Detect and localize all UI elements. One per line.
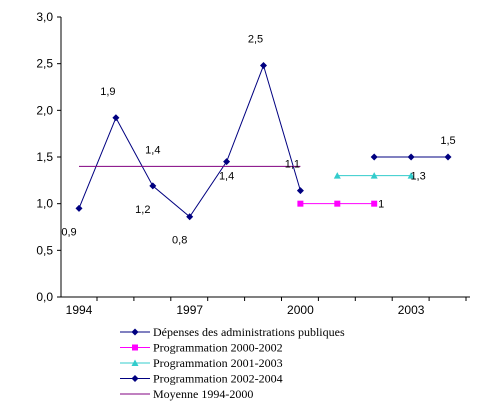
legend-label: Dépenses des administrations publiques bbox=[153, 325, 345, 339]
x-tick-label: 1997 bbox=[176, 303, 203, 317]
data-label: 1,9 bbox=[100, 86, 115, 98]
data-point bbox=[407, 153, 415, 161]
data-point bbox=[223, 158, 231, 166]
legend-label: Programmation 2002-2004 bbox=[153, 372, 283, 386]
data-label: 1,4 bbox=[145, 144, 160, 156]
data-label: 1,2 bbox=[135, 204, 150, 216]
x-tick-label: 1994 bbox=[66, 303, 93, 317]
y-tick-label: 3,0 bbox=[36, 10, 53, 24]
legend-marker bbox=[132, 344, 138, 351]
data-point bbox=[370, 153, 378, 161]
data-point bbox=[371, 200, 378, 207]
data-point bbox=[333, 172, 341, 179]
data-point bbox=[112, 114, 120, 122]
y-tick-label: 1,5 bbox=[36, 150, 53, 164]
y-tick-label: 2,0 bbox=[36, 103, 53, 117]
x-tick-label: 2000 bbox=[287, 303, 314, 317]
data-label: 1,3 bbox=[410, 171, 425, 183]
legend-label: Programmation 2001-2003 bbox=[153, 356, 283, 370]
data-label: 0,8 bbox=[172, 235, 187, 247]
x-tick-label: 2003 bbox=[398, 303, 425, 317]
data-point bbox=[444, 153, 452, 161]
data-point bbox=[296, 187, 304, 195]
data-label: 0,9 bbox=[61, 226, 76, 238]
y-tick-label: 0,5 bbox=[36, 243, 53, 257]
data-label: 2,5 bbox=[248, 34, 263, 46]
legend-label: Programmation 2000-2002 bbox=[153, 341, 283, 355]
data-point bbox=[260, 62, 267, 70]
data-point bbox=[407, 172, 415, 179]
data-point bbox=[149, 182, 157, 190]
y-tick-label: 2,5 bbox=[36, 57, 53, 71]
data-label: 1,5 bbox=[440, 135, 455, 147]
data-point bbox=[334, 200, 341, 207]
legend-marker bbox=[131, 375, 139, 382]
data-point bbox=[75, 204, 83, 212]
data-label: 1,4 bbox=[219, 171, 234, 183]
legend-marker bbox=[131, 359, 139, 366]
data-label: 1 bbox=[378, 199, 384, 211]
data-point bbox=[370, 172, 378, 179]
legend-marker bbox=[131, 328, 139, 336]
data-point bbox=[186, 213, 194, 221]
data-point bbox=[297, 200, 304, 207]
y-tick-label: 0,0 bbox=[36, 290, 53, 304]
y-tick-label: 1,0 bbox=[36, 197, 53, 211]
legend-label: Moyenne 1994-2000 bbox=[153, 387, 253, 401]
data-label: 1,1 bbox=[285, 159, 300, 171]
